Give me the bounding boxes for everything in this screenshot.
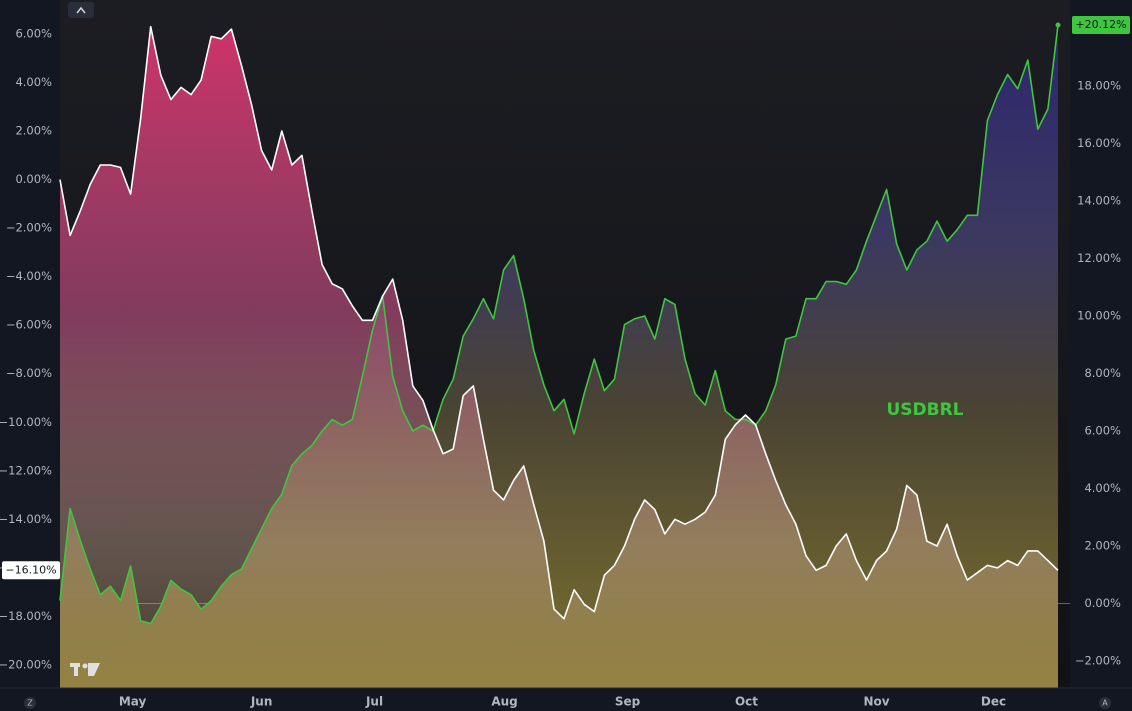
x-tick-label: Jul [365,695,383,709]
right-axis-button-label: A [1102,699,1108,708]
y2-tick-label: 16.00% [1077,136,1121,150]
y-tick-label: −6.00% [6,318,52,332]
last-value-box [2,561,60,580]
y2-tick-label: 8.00% [1084,366,1121,380]
y2-tick-label: 14.00% [1077,193,1121,207]
y-tick-label: −18.00% [0,609,52,623]
x-tick-label: May [119,695,147,709]
line [59,25,1059,620]
y-tick-label: 2.00% [15,124,52,138]
y-tick-label: −20.00% [0,657,52,671]
y2-tick-label: 4.00% [1084,481,1121,495]
y-tick-label: −4.00% [6,269,52,283]
y-tick-label: 6.00% [15,26,52,40]
end-dot [1055,22,1061,28]
x-tick-label: Dec [981,695,1006,709]
x-tick-label: Jun [250,695,273,709]
x-tick-label: Oct [735,695,758,709]
y2-tick-label: 10.00% [1077,308,1121,322]
y-tick-label: 4.00% [15,75,52,89]
last-value-label: −16.10% [5,563,56,576]
y2-tick-label: 2.00% [1084,538,1121,552]
x-tick-label: Sep [615,695,641,709]
line [59,24,1059,625]
area [60,26,1058,688]
left-axis-button-label: Z [27,699,33,708]
collapse-button[interactable] [68,2,94,18]
left-axis-button[interactable] [24,697,36,709]
series-label: USDBRL [886,400,963,420]
y-tick-label: −14.00% [0,512,52,526]
y2-tick-label: −2.00% [1075,653,1121,667]
plot [59,22,1070,688]
y-tick-label: −10.00% [0,415,52,429]
y2-tick-label: 12.00% [1077,251,1121,265]
last-value-label: +20.12% [1075,18,1126,31]
y-tick-label: −8.00% [6,366,52,380]
y-tick-label: 0.00% [15,172,52,186]
y-tick-label: −2.00% [6,221,52,235]
x-tick-label: Nov [863,695,889,709]
x-tick-label: Aug [491,695,517,709]
collapse-icon [76,6,86,14]
last-value-box [1072,16,1130,35]
y-tick-label: −12.00% [0,463,52,477]
y2-tick-label: 6.00% [1084,423,1121,437]
y2-tick-label: 0.00% [1084,596,1121,610]
logo [70,663,100,676]
y2-tick-label: 18.00% [1077,78,1121,92]
right-axis-button[interactable] [1099,697,1111,709]
